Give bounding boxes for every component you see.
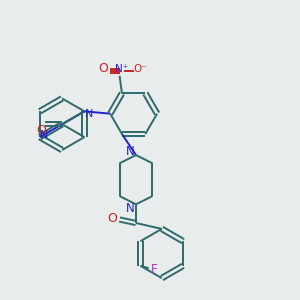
Text: F: F xyxy=(151,263,158,276)
Text: O: O xyxy=(98,62,108,75)
Text: O: O xyxy=(36,124,46,136)
Text: O: O xyxy=(108,212,118,225)
Text: N⁺: N⁺ xyxy=(115,64,129,74)
Text: N: N xyxy=(40,130,49,140)
Text: N: N xyxy=(126,145,134,158)
Text: N: N xyxy=(85,109,93,119)
Text: N: N xyxy=(126,202,134,215)
Text: O⁻: O⁻ xyxy=(134,64,148,74)
